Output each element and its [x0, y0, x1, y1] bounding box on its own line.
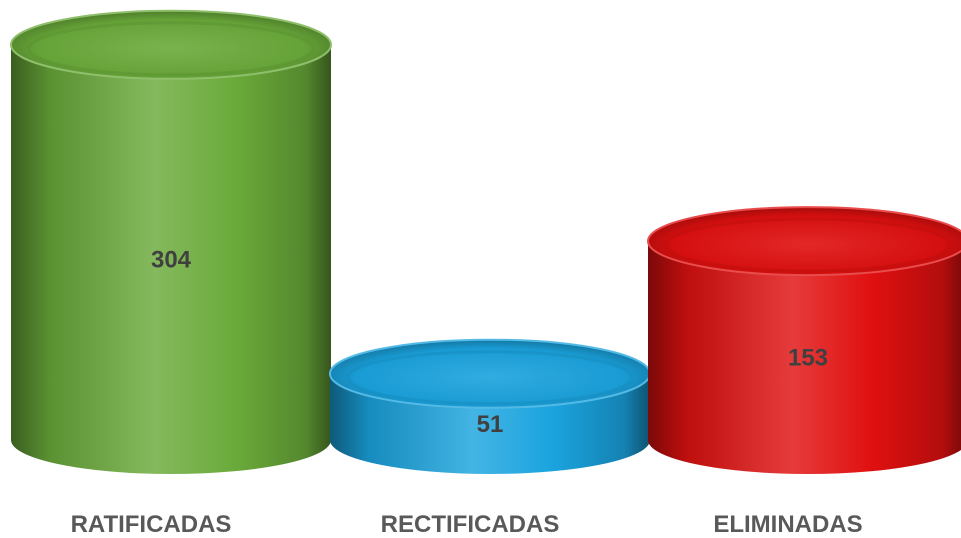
bar-top	[329, 338, 651, 409]
bar-top	[10, 9, 332, 80]
value-label: 153	[788, 345, 828, 372]
category-label: ELIMINADAS	[713, 511, 862, 538]
bar-top	[647, 206, 961, 277]
bar-top-rim	[27, 21, 315, 77]
bar-rectificadas	[329, 338, 651, 474]
category-labels-layer: RATIFICADAS RECTIFICADAS ELIMINADAS	[71, 511, 863, 538]
bar-top-rim	[346, 350, 634, 406]
value-label: 304	[151, 246, 192, 273]
category-label: RATIFICADAS	[71, 511, 232, 538]
bar-eliminadas	[647, 206, 961, 474]
value-labels-layer: 304 51 153	[151, 246, 828, 437]
bars-layer	[10, 9, 961, 475]
value-label: 51	[477, 411, 504, 438]
bar-body	[11, 44, 331, 475]
category-label: RECTIFICADAS	[381, 511, 560, 538]
bar-ratificadas	[10, 9, 332, 475]
bar-body	[648, 241, 961, 474]
bar-top-rim	[664, 217, 952, 273]
